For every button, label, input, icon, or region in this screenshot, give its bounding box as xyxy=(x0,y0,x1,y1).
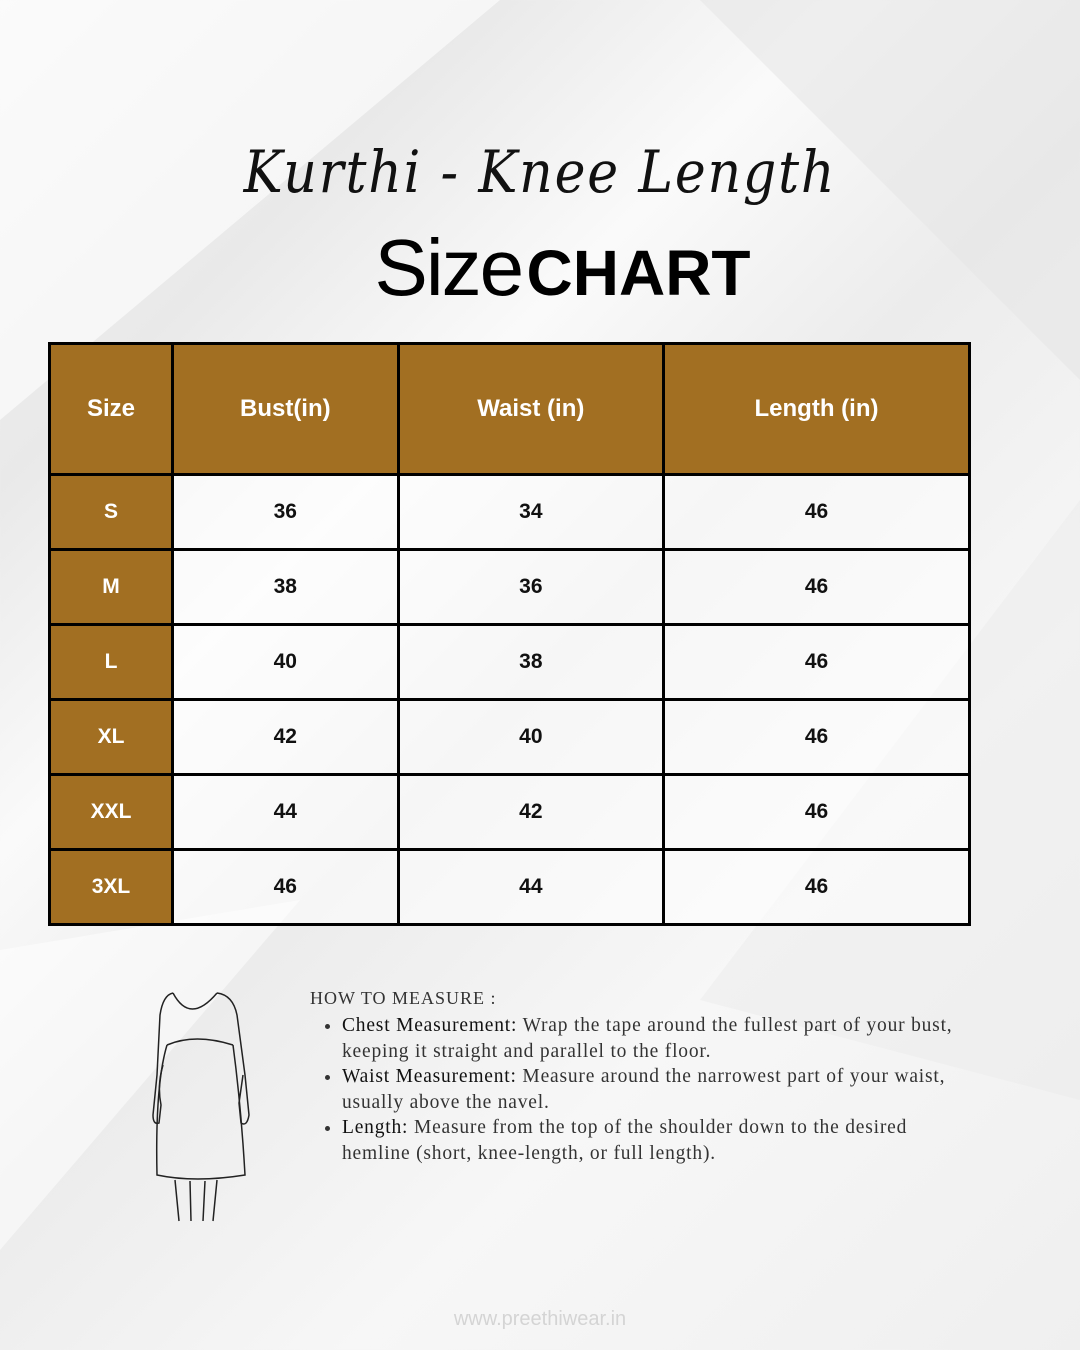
value-cell: 44 xyxy=(170,773,400,851)
value-cell: 46 xyxy=(662,548,971,626)
size-cell: XXL xyxy=(48,773,174,851)
table-row: XL 42 40 46 xyxy=(48,698,971,776)
value-cell: 36 xyxy=(170,473,400,551)
size-cell: M xyxy=(48,548,174,626)
product-script-title: Kurthi - Knee Length xyxy=(243,138,837,206)
measure-item-chest: Chest Measurement: Wrap the tape around … xyxy=(342,1013,962,1064)
value-cell: 38 xyxy=(396,623,666,701)
page-title: Size CHART xyxy=(0,222,1080,314)
column-header: Length (in) xyxy=(662,342,971,476)
size-cell: XL xyxy=(48,698,174,776)
value-cell: 46 xyxy=(662,773,971,851)
table-row: XXL 44 42 46 xyxy=(48,773,971,851)
measure-text: Wrap the tape around the fullest part of… xyxy=(342,1015,953,1062)
measure-label: Length: xyxy=(342,1117,409,1138)
column-header: Bust(in) xyxy=(170,342,400,476)
value-cell: 46 xyxy=(662,473,971,551)
measure-label: Chest Measurement: xyxy=(342,1015,518,1036)
value-cell: 46 xyxy=(662,698,971,776)
size-cell: S xyxy=(48,473,174,551)
value-cell: 40 xyxy=(170,623,400,701)
value-cell: 40 xyxy=(396,698,666,776)
size-cell: L xyxy=(48,623,174,701)
measure-item-length: Length: Measure from the top of the shou… xyxy=(342,1115,962,1166)
value-cell: 44 xyxy=(396,848,666,926)
value-cell: 36 xyxy=(396,548,666,626)
dress-outline-illustration xyxy=(152,992,250,1222)
title-word-chart: CHART xyxy=(526,237,751,309)
table-row: M 38 36 46 xyxy=(48,548,971,626)
column-header: Waist (in) xyxy=(396,342,666,476)
measure-item-waist: Waist Measurement: Measure around the na… xyxy=(342,1064,962,1115)
size-cell: 3XL xyxy=(48,848,174,926)
table-row: S 36 34 46 xyxy=(48,473,971,551)
title-word-size: Size xyxy=(374,223,524,312)
how-to-measure: HOW TO MEASURE : Chest Measurement: Wrap… xyxy=(310,988,962,1166)
value-cell: 42 xyxy=(170,698,400,776)
value-cell: 46 xyxy=(170,848,400,926)
value-cell: 38 xyxy=(170,548,400,626)
website-link[interactable]: www.preethiwear.in xyxy=(453,1308,627,1330)
value-cell: 46 xyxy=(662,848,971,926)
measure-text: Measure around the narrowest part of you… xyxy=(342,1066,946,1113)
size-table: Size Bust(in) Waist (in) Length (in) S 36… xyxy=(48,342,971,926)
measure-label: Waist Measurement: xyxy=(342,1066,517,1087)
measure-text: Measure from the top of the shoulder dow… xyxy=(342,1117,908,1164)
table-row: 3XL 46 44 46 xyxy=(48,848,971,926)
table-row: L 40 38 46 xyxy=(48,623,971,701)
value-cell: 46 xyxy=(662,623,971,701)
column-header: Size xyxy=(48,342,174,476)
how-to-measure-heading: HOW TO MEASURE : xyxy=(310,988,497,1008)
table-header-row: Size Bust(in) Waist (in) Length (in) xyxy=(48,342,971,476)
value-cell: 42 xyxy=(396,773,666,851)
value-cell: 34 xyxy=(396,473,666,551)
